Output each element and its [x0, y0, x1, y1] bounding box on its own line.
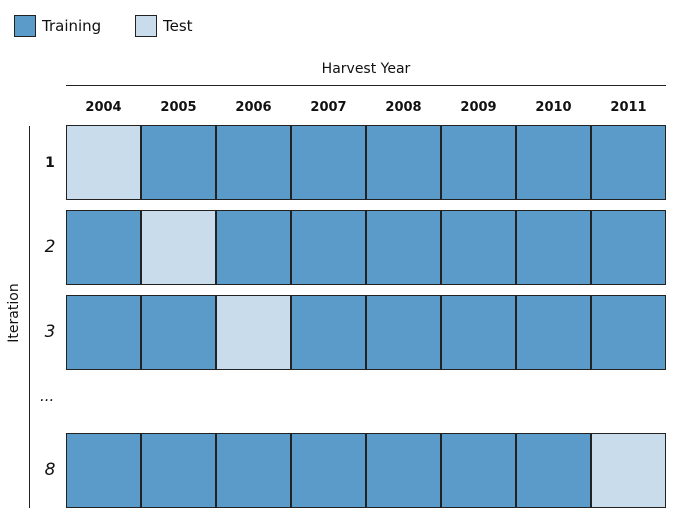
- training-cell: [291, 210, 366, 285]
- year-header: 2006: [235, 100, 272, 115]
- iteration-title: Iteration: [6, 283, 22, 343]
- test-cell: [216, 295, 291, 370]
- training-cell: [516, 433, 591, 508]
- year-header: 2009: [460, 100, 497, 115]
- axis-divider: [66, 85, 666, 86]
- training-cell: [591, 210, 666, 285]
- harvest-year-title: Harvest Year: [321, 61, 411, 77]
- training-cell: [66, 433, 141, 508]
- training-cell: [366, 125, 441, 200]
- training-swatch: [14, 15, 36, 37]
- year-header: 2008: [385, 100, 422, 115]
- training-cell: [591, 125, 666, 200]
- iteration-label: 1: [45, 155, 55, 171]
- training-cell: [441, 210, 516, 285]
- training-cell: [591, 295, 666, 370]
- training-cell: [216, 210, 291, 285]
- training-cell: [291, 125, 366, 200]
- test-cell: [141, 210, 216, 285]
- training-cell: [66, 295, 141, 370]
- legend-item-training: Training: [14, 15, 101, 37]
- training-cell: [216, 433, 291, 508]
- iteration-label: 3: [44, 322, 56, 342]
- year-header: 2011: [610, 100, 647, 115]
- year-header: 2010: [535, 100, 572, 115]
- training-cell: [516, 210, 591, 285]
- training-cell: [291, 295, 366, 370]
- legend-label-training: Training: [42, 17, 102, 35]
- iteration-label: 8: [44, 460, 56, 480]
- iteration-axis-line: [29, 126, 30, 508]
- training-cell: [516, 295, 591, 370]
- legend-item-test: Test: [135, 15, 193, 37]
- training-cell: [441, 295, 516, 370]
- training-cell: [141, 125, 216, 200]
- training-cell: [141, 295, 216, 370]
- training-cell: [141, 433, 216, 508]
- training-cell: [516, 125, 591, 200]
- training-cell: [441, 433, 516, 508]
- year-header: 2007: [310, 100, 347, 115]
- test-cell: [66, 125, 141, 200]
- training-cell: [66, 210, 141, 285]
- legend-label-test: Test: [163, 17, 193, 35]
- training-cell: [441, 125, 516, 200]
- training-cell: [366, 433, 441, 508]
- ellipsis: ...: [40, 387, 55, 405]
- test-cell: [591, 433, 666, 508]
- training-cell: [291, 433, 366, 508]
- training-cell: [366, 295, 441, 370]
- year-header: 2004: [85, 100, 122, 115]
- year-header: 2005: [160, 100, 197, 115]
- iteration-label: 2: [44, 237, 56, 257]
- training-cell: [216, 125, 291, 200]
- training-cell: [366, 210, 441, 285]
- test-swatch: [135, 15, 157, 37]
